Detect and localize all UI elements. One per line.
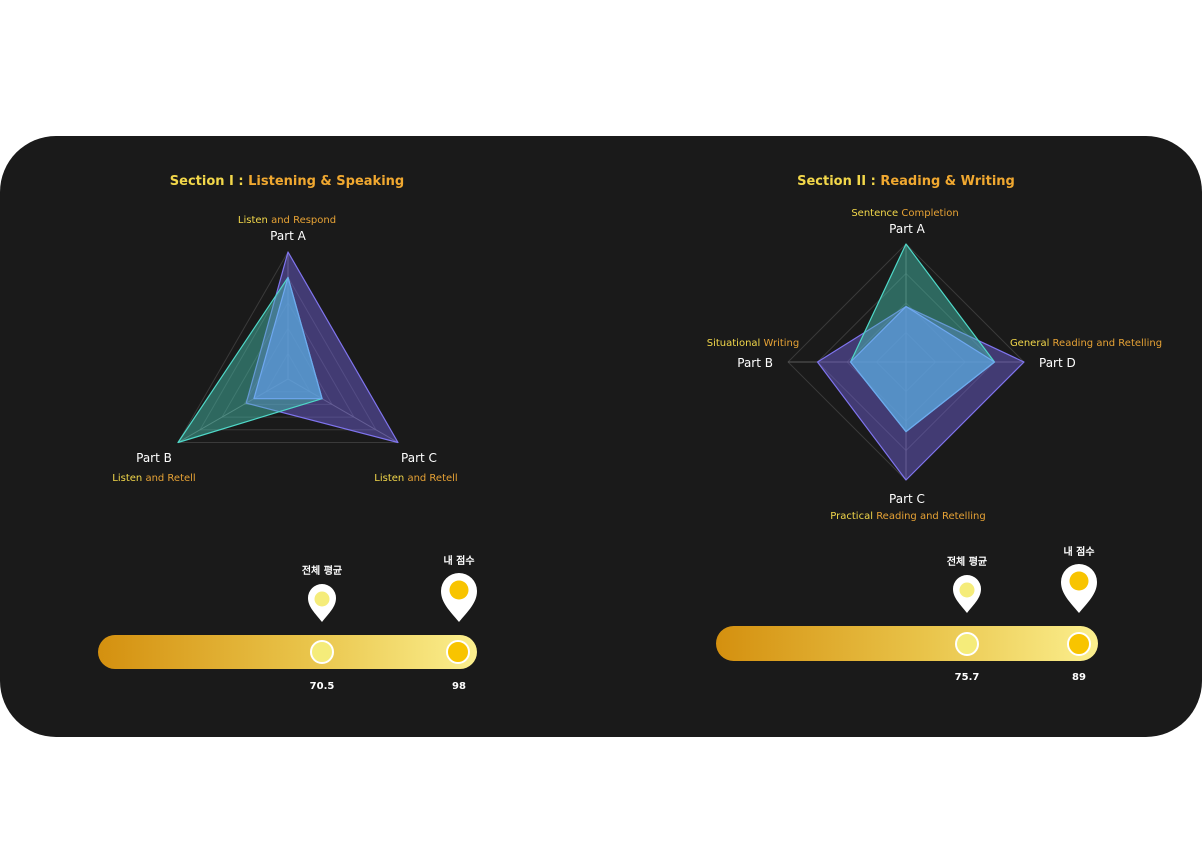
section-1-title: Section I : Listening & Speaking (170, 174, 404, 189)
section-2-axis-d-subtitle: General Reading and Retelling (1010, 338, 1162, 349)
section-1-title-prefix: Section I : (170, 174, 248, 189)
section-2-average-dot (955, 632, 979, 656)
section-1-axis-a-label: Part A (270, 229, 307, 243)
section-2-axis-b-subtitle: Situational Writing (707, 338, 799, 349)
section-2-radar-chart (787, 243, 1025, 481)
section-2-title: Section II : Reading & Writing (797, 174, 1015, 189)
section-1-my-pin-dot (449, 580, 469, 600)
section-2-average-pin-dot (959, 582, 975, 598)
section-2-axis-a-label: Part A (889, 222, 926, 236)
section-2-average-value: 75.7 (955, 672, 980, 683)
section-2-title-main: Reading & Writing (880, 174, 1015, 189)
section-1-axis-b-label: Part B (136, 451, 172, 465)
section-1-score-bar: 전체 평균 내 점수 70.5 98 (98, 554, 477, 692)
section-1-axis-c-subtitle: Listen and Retell (374, 473, 457, 484)
section-1-average-dot (310, 640, 334, 664)
section-2-axis-d-label: Part D (1039, 356, 1076, 370)
section-2-my-score-value: 89 (1072, 672, 1086, 683)
section-2-my-score-label: 내 점수 (1063, 545, 1094, 558)
section-2-average-label: 전체 평균 (947, 555, 987, 568)
section-2-axis-c-label: Part C (889, 492, 925, 506)
section-1-average-value: 70.5 (310, 681, 335, 692)
section-2-score-bar: 전체 평균 내 점수 75.7 89 (716, 545, 1098, 683)
section-2-title-prefix: Section II : (797, 174, 880, 189)
radar-series-3 (253, 276, 323, 400)
section-2-axis-b-label: Part B (737, 356, 773, 370)
section-2-my-score-dot (1067, 632, 1091, 656)
section-2-axis-a-subtitle: Sentence Completion (851, 208, 958, 219)
section-1-axis-b-subtitle: Listen and Retell (112, 473, 195, 484)
section-1-score-track (98, 635, 477, 669)
section-2-axis-c-subtitle: Practical Reading and Retelling (830, 511, 985, 522)
section-1-my-score-dot (446, 640, 470, 664)
section-1-my-score-label: 내 점수 (443, 554, 474, 567)
section-1-axis-a-subtitle: Listen and Respond (238, 215, 336, 226)
radar-grid-ring (199, 276, 377, 431)
section-2-my-pin-dot (1069, 571, 1089, 591)
radar-series-3 (849, 305, 996, 433)
radar-grid-ring (221, 301, 355, 418)
section-1-average-label: 전체 평균 (302, 564, 342, 577)
section-1-my-score-value: 98 (452, 681, 466, 692)
section-1-axis-c-label: Part C (401, 451, 437, 465)
section-1-title-main: Listening & Speaking (248, 174, 404, 189)
section-2-score-track (716, 626, 1098, 661)
section-1-average-pin-dot (314, 591, 330, 607)
section-1-radar-chart (177, 251, 399, 444)
